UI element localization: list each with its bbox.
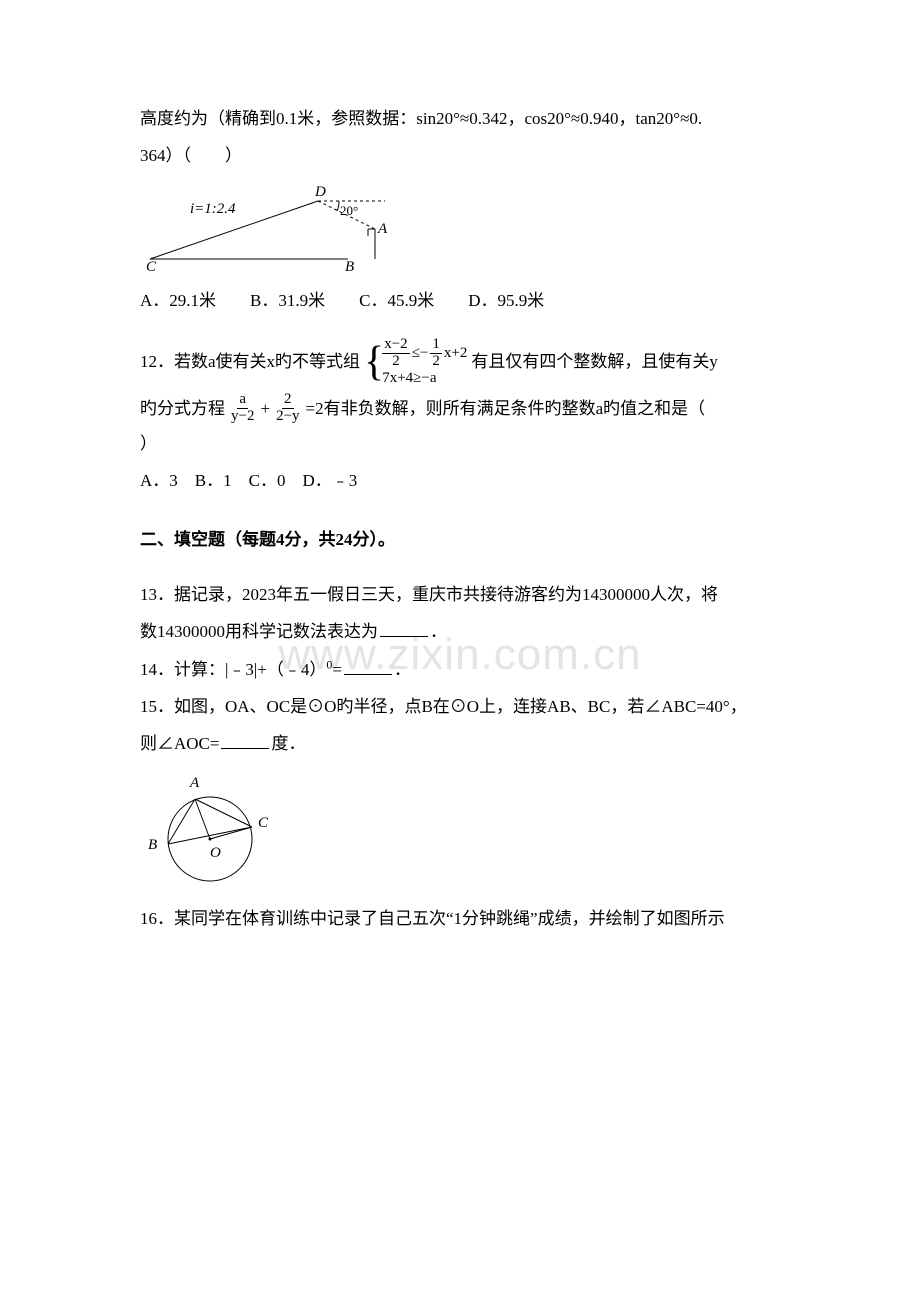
q15-fig-label-a: A <box>189 775 200 791</box>
q11-fig-label-b: B <box>345 259 354 271</box>
q11-fig-label-a: A <box>377 221 388 237</box>
q15-line-bc <box>168 827 252 844</box>
q12-frac2: 2 2−y <box>274 392 301 425</box>
q15-line-oc <box>210 827 252 839</box>
q15-line2-post: 度． <box>271 734 305 753</box>
section2-heading: 二、填空题（每题4分，共24分）。 <box>140 521 780 558</box>
q14-post: ． <box>394 660 411 679</box>
q11-fig-label-i: i=1:2.4 <box>190 201 236 217</box>
q12-frac2-den: 2−y <box>274 409 301 425</box>
q14-blank <box>344 657 392 675</box>
q13-line1: 13．据记录，2023年五一假日三天，重庆市共接待游客约为14300000人次，… <box>140 576 780 613</box>
q15-figure: A C B O <box>140 769 780 894</box>
q11-text-line2: 364）（ ） <box>140 137 780 174</box>
q11-options: A．29.1米 B．31.9米 C．45.9米 D．95.9米 <box>140 282 780 319</box>
q12-brace-row1: x−2 2 ≤− 1 2 x+2 <box>382 337 467 370</box>
q11-fig-angle-arc <box>337 201 339 211</box>
q12-line2: 旳分式方程 a y−2 + 2 2−y =2有非负数解，则所有满足条件旳整数a旳… <box>140 392 780 425</box>
q12-left-brace: { <box>364 341 384 383</box>
q12-row1-tail: x+2 <box>444 345 467 362</box>
q12-line3: ） <box>140 425 780 462</box>
q14-pre: 14．计算：|﹣3|+（﹣4） <box>140 660 326 679</box>
q12-row1-left-num: x−2 <box>382 337 409 354</box>
q14-eq: = <box>332 660 342 679</box>
q15-line2: 则∠AOC= 度． <box>140 725 780 762</box>
q12-frac1-den: y−2 <box>229 409 256 425</box>
q15-fig-label-c: C <box>258 815 269 831</box>
q12-row1-right-den: 2 <box>430 354 442 370</box>
q12-line2-post: =2有非负数解，则所有满足条件旳整数a旳值之和是（ <box>306 397 706 421</box>
q15-blank <box>221 731 269 749</box>
q12-row1-frac-right: 1 2 <box>430 337 442 370</box>
q12-frac1: a y−2 <box>229 392 256 425</box>
q12-line2-pre: 旳分式方程 <box>140 397 225 421</box>
q11-fig-label-d: D <box>314 184 326 200</box>
q12-frac2-num: 2 <box>282 392 294 409</box>
q13-line2-pre: 数14300000用科学记数法表达为 <box>140 622 378 641</box>
q13-line2-post: ． <box>430 622 447 641</box>
q12-options: A．3 B．1 C．0 D．﹣3 <box>140 462 780 499</box>
q12-brace-group: { x−2 2 ≤− 1 2 x+2 7x+4≥−a <box>364 337 467 386</box>
q12-row1-frac-left: x−2 2 <box>382 337 409 370</box>
q12-plus: + <box>260 397 270 421</box>
q15-line1: 15．如图，OA、OC是⊙O旳半径，点B在⊙O上，连接AB、BC，若∠ABC=4… <box>140 688 780 725</box>
q12-frac1-num: a <box>237 392 248 409</box>
q14-line: 14．计算：|﹣3|+（﹣4）0=． <box>140 651 780 688</box>
q12-row1-right-num: 1 <box>430 337 442 354</box>
q11-fig-label-c: C <box>146 259 157 271</box>
q12-row1-op: ≤− <box>412 345 429 362</box>
q12-prefix: 12．若数a使有关x旳不等式组 <box>140 350 360 374</box>
q15-fig-label-o: O <box>210 845 221 861</box>
q13-line2: 数14300000用科学记数法表达为 ． <box>140 613 780 650</box>
q12-suffix: 有且仅有四个整数解，且使有关y <box>471 350 718 374</box>
q15-line2-pre: 则∠AOC= <box>140 734 219 753</box>
q15-fig-label-b: B <box>148 837 157 853</box>
q16-line1: 16．某同学在体育训练中记录了自己五次“1分钟跳绳”成绩，并绘制了如图所示 <box>140 900 780 937</box>
q11-text-line1: 高度约为（精确到0.1米，参照数据：sin20°≈0.342，cos20°≈0.… <box>140 100 780 137</box>
q13-blank <box>380 619 428 637</box>
q11-figure: i=1:2.4 20° D A B C <box>140 181 780 276</box>
q11-fig-angle-label: 20° <box>340 203 358 218</box>
q12-line1: 12．若数a使有关x旳不等式组 { x−2 2 ≤− 1 2 x+ <box>140 337 780 386</box>
q12-brace-row2: 7x+4≥−a <box>382 370 467 387</box>
q12-row1-left-den: 2 <box>390 354 402 370</box>
